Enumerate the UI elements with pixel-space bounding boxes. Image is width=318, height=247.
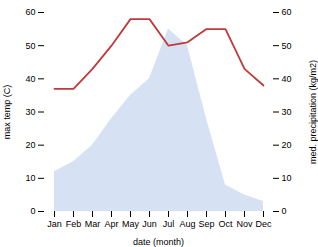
svg-text:May: May — [122, 219, 140, 229]
svg-text:60: 60 — [25, 7, 35, 17]
svg-text:max temp (C): max temp (C) — [2, 85, 12, 140]
svg-text:40: 40 — [25, 74, 35, 84]
svg-text:Jan: Jan — [47, 219, 62, 229]
svg-text:Jun: Jun — [142, 219, 157, 229]
svg-text:30: 30 — [25, 107, 35, 117]
svg-text:50: 50 — [282, 41, 292, 51]
svg-text:Mar: Mar — [85, 219, 101, 229]
svg-text:0: 0 — [282, 206, 287, 216]
svg-text:50: 50 — [25, 41, 35, 51]
svg-text:Apr: Apr — [104, 219, 118, 229]
svg-text:40: 40 — [282, 74, 292, 84]
svg-text:10: 10 — [25, 173, 35, 183]
svg-text:20: 20 — [282, 140, 292, 150]
svg-text:20: 20 — [25, 140, 35, 150]
svg-text:Aug: Aug — [179, 219, 195, 229]
svg-text:date (month): date (month) — [133, 237, 184, 247]
svg-text:30: 30 — [282, 107, 292, 117]
svg-text:10: 10 — [282, 173, 292, 183]
svg-text:0: 0 — [30, 206, 35, 216]
svg-text:med. precipitation (kg/m2): med. precipitation (kg/m2) — [308, 60, 318, 164]
svg-text:Jul: Jul — [163, 219, 175, 229]
svg-text:Nov: Nov — [236, 219, 253, 229]
svg-text:Oct: Oct — [218, 219, 233, 229]
svg-text:Sep: Sep — [198, 219, 214, 229]
svg-text:Dec: Dec — [255, 219, 272, 229]
svg-text:60: 60 — [282, 7, 292, 17]
svg-text:Feb: Feb — [66, 219, 82, 229]
